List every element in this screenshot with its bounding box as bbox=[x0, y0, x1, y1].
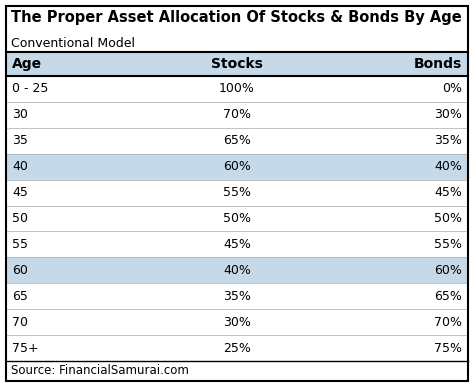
Text: 0 - 25: 0 - 25 bbox=[12, 82, 48, 96]
Text: 65: 65 bbox=[12, 290, 28, 303]
Text: 45%: 45% bbox=[223, 238, 251, 251]
Text: 70%: 70% bbox=[434, 316, 462, 329]
Text: 55%: 55% bbox=[223, 186, 251, 199]
Text: 70%: 70% bbox=[223, 108, 251, 122]
Text: The Proper Asset Allocation Of Stocks & Bonds By Age: The Proper Asset Allocation Of Stocks & … bbox=[11, 10, 462, 25]
Text: 0%: 0% bbox=[442, 82, 462, 96]
Text: 35: 35 bbox=[12, 134, 28, 147]
Text: Stocks: Stocks bbox=[211, 57, 263, 71]
Text: 55: 55 bbox=[12, 238, 28, 251]
Bar bbox=[6, 154, 468, 180]
Text: 35%: 35% bbox=[223, 290, 251, 303]
Text: 30%: 30% bbox=[434, 108, 462, 122]
Text: 50%: 50% bbox=[223, 212, 251, 225]
Text: 75%: 75% bbox=[434, 342, 462, 354]
Bar bbox=[6, 52, 468, 76]
Text: 100%: 100% bbox=[219, 82, 255, 96]
Text: 30%: 30% bbox=[223, 316, 251, 329]
Text: 50%: 50% bbox=[434, 212, 462, 225]
Text: 35%: 35% bbox=[434, 134, 462, 147]
Text: 55%: 55% bbox=[434, 238, 462, 251]
Text: 60%: 60% bbox=[434, 264, 462, 277]
Text: Conventional Model: Conventional Model bbox=[11, 37, 135, 50]
Text: Age: Age bbox=[12, 57, 42, 71]
Text: 45: 45 bbox=[12, 186, 28, 199]
Text: Source: FinancialSamurai.com: Source: FinancialSamurai.com bbox=[11, 365, 189, 377]
Bar bbox=[6, 257, 468, 283]
Text: 65%: 65% bbox=[434, 290, 462, 303]
Text: 60: 60 bbox=[12, 264, 28, 277]
Text: 65%: 65% bbox=[223, 134, 251, 147]
Text: 25%: 25% bbox=[223, 342, 251, 354]
Text: 30: 30 bbox=[12, 108, 28, 122]
Text: 70: 70 bbox=[12, 316, 28, 329]
Text: 40%: 40% bbox=[223, 264, 251, 277]
Text: 50: 50 bbox=[12, 212, 28, 225]
Text: 40%: 40% bbox=[434, 160, 462, 173]
Text: 60%: 60% bbox=[223, 160, 251, 173]
Text: Bonds: Bonds bbox=[414, 57, 462, 71]
Text: 45%: 45% bbox=[434, 186, 462, 199]
Text: 40: 40 bbox=[12, 160, 28, 173]
Text: 75+: 75+ bbox=[12, 342, 38, 354]
